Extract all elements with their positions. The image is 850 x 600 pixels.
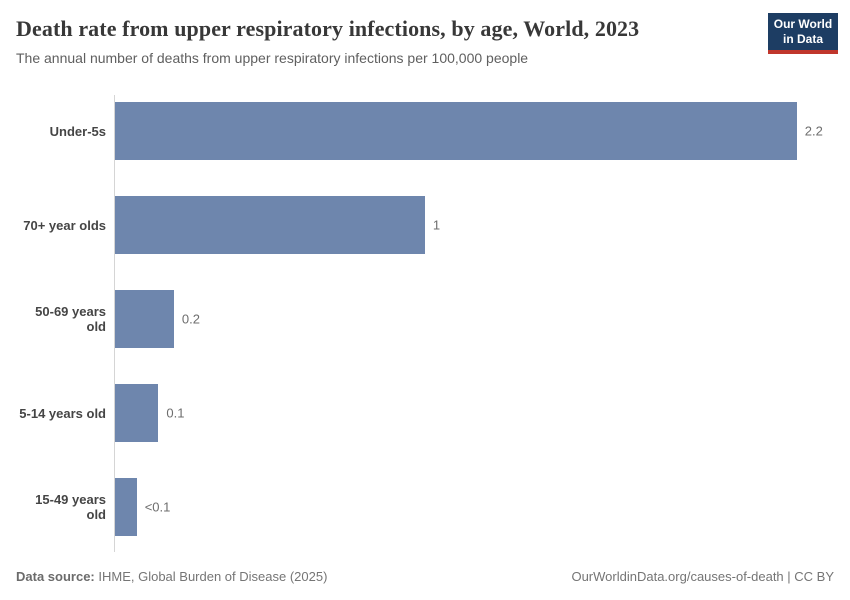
bar-row: 5-14 years old 0.1 xyxy=(16,384,834,442)
bar-row: 15-49 years old <0.1 xyxy=(16,478,834,536)
owid-logo-line2: in Data xyxy=(782,31,823,46)
chart-subtitle: The annual number of deaths from upper r… xyxy=(16,50,529,66)
value-label: <0.1 xyxy=(144,499,171,515)
license-link[interactable]: OurWorldinData.org/causes-of-death | CC … xyxy=(571,569,834,584)
bar-row: Under-5s 2.2 xyxy=(16,102,834,160)
bar-track: <0.1 xyxy=(115,478,834,536)
chart-header: Death rate from upper respiratory infect… xyxy=(16,14,834,67)
data-source-text: IHME, Global Burden of Disease (2025) xyxy=(94,569,328,584)
bar-track: 0.1 xyxy=(115,384,834,442)
category-label: 5-14 years old xyxy=(19,405,106,421)
bar[interactable] xyxy=(115,196,425,254)
category-label: Under-5s xyxy=(49,123,106,139)
bar[interactable] xyxy=(115,290,174,348)
bar-track: 0.2 xyxy=(115,290,834,348)
page-title: Death rate from upper respiratory infect… xyxy=(16,16,640,41)
bar[interactable] xyxy=(115,102,797,160)
value-label: 0.2 xyxy=(181,311,200,327)
bar[interactable] xyxy=(115,384,159,442)
category-label: 15-49 years old xyxy=(35,492,106,522)
value-label: 2.2 xyxy=(804,123,823,139)
owid-logo-line1: Our World xyxy=(773,16,833,31)
category-label: 50-69 years old xyxy=(35,304,106,334)
bar-row: 70+ year olds 1 xyxy=(16,196,834,254)
chart-footer: Data source: IHME, Global Burden of Dise… xyxy=(16,569,834,585)
data-source-label: Data source: xyxy=(16,569,95,584)
bar-rows: Under-5s 2.2 70+ year olds 1 50-69 years… xyxy=(16,102,834,536)
bar[interactable] xyxy=(115,478,137,536)
bar-chart: Under-5s 2.2 70+ year olds 1 50-69 years… xyxy=(16,95,834,552)
data-source: Data source: IHME, Global Burden of Dise… xyxy=(16,569,327,585)
owid-logo[interactable]: Our World in Data xyxy=(768,13,838,54)
value-label: 0.1 xyxy=(166,405,185,421)
y-axis-line xyxy=(114,95,115,552)
bar-row: 50-69 years old 0.2 xyxy=(16,290,834,348)
value-label: 1 xyxy=(432,217,441,233)
category-label: 70+ year olds xyxy=(23,217,106,233)
bar-track: 1 xyxy=(115,196,834,254)
bar-track: 2.2 xyxy=(115,102,834,160)
